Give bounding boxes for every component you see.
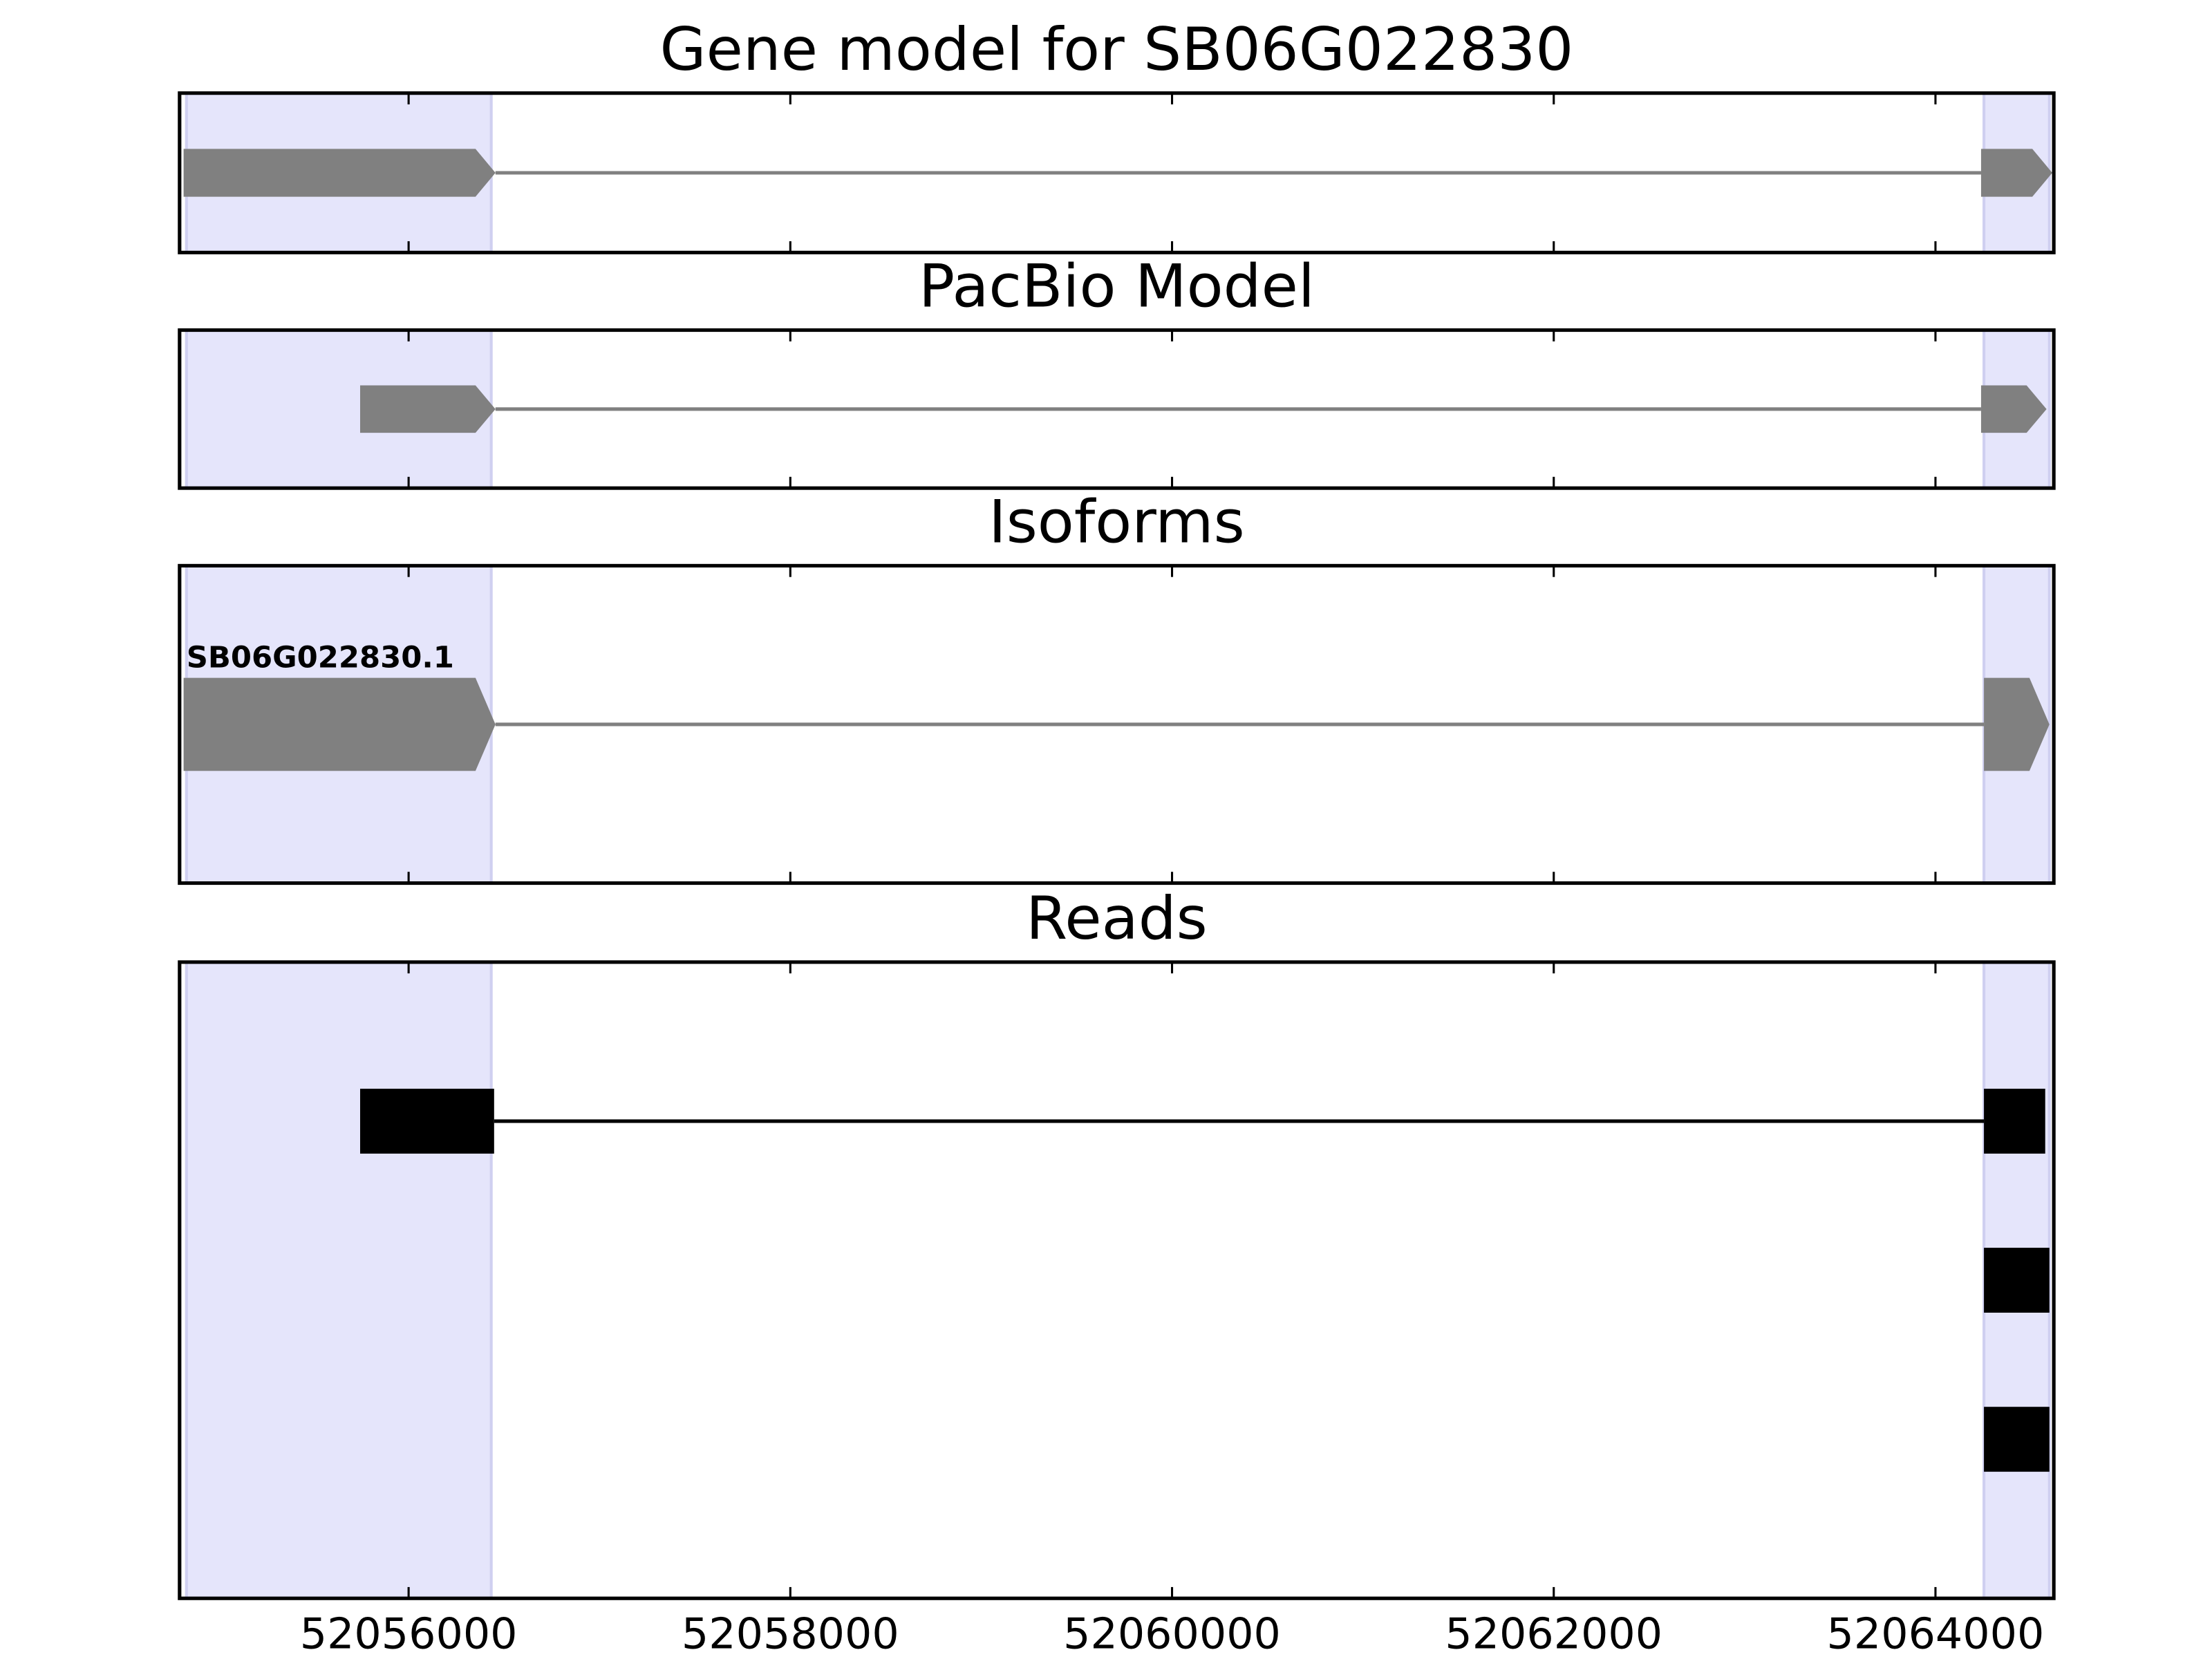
panel-title: PacBio Model: [919, 252, 1315, 321]
panel-frame: [178, 328, 2056, 490]
x-tick-label: 52062000: [1445, 1609, 1662, 1659]
panel-frame: [178, 960, 2056, 1600]
exon: [359, 385, 496, 433]
panel-title: Gene model for SB06G022830: [660, 15, 1574, 84]
read-exon: [1984, 1407, 2050, 1472]
panel-title: Reads: [1026, 884, 1208, 953]
shaded-region: [185, 960, 493, 1600]
exon: [183, 677, 496, 771]
exon: [1980, 149, 2052, 197]
panel-title: Isoforms: [988, 488, 1245, 557]
read-exon: [359, 1089, 494, 1154]
isoform-label: SB06G022830.1: [187, 641, 454, 675]
exon: [1984, 677, 2050, 771]
panel-frame: [178, 91, 2056, 254]
panel-frame: [178, 563, 2056, 885]
exon: [183, 149, 496, 197]
x-tick-label: 52056000: [300, 1609, 518, 1659]
x-tick-label: 52060000: [1063, 1609, 1281, 1659]
x-tick-label: 52058000: [682, 1609, 899, 1659]
read-exon: [1984, 1248, 2050, 1313]
x-tick-label: 52064000: [1827, 1609, 2045, 1659]
exon: [1980, 385, 2047, 433]
read-exon: [1984, 1089, 2045, 1154]
